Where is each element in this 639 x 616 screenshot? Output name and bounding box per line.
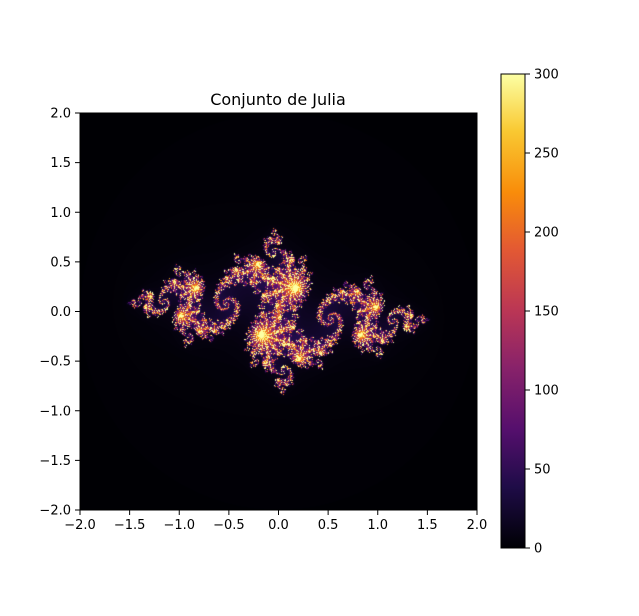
y-tick-label: −0.5: [39, 355, 71, 370]
x-tick-label: 0.0: [268, 518, 289, 533]
y-tick-label: −1.5: [39, 454, 71, 469]
x-tick-label: 1.0: [367, 518, 388, 533]
x-axis: −2.0 −1.5 −1.0 −0.5 0.0 0.5 1.0 1.5 2.0: [64, 510, 487, 533]
plot-area: [79, 112, 478, 511]
y-tick-label: −1.0: [39, 404, 71, 419]
colorbar-tick-label: 150: [534, 305, 559, 320]
y-tick-label: −2.0: [39, 504, 71, 519]
colorbar-tick-label: 100: [534, 384, 559, 399]
colorbar-tick-label: 300: [534, 68, 559, 83]
y-tick-label: 2.0: [50, 107, 71, 122]
x-tick-label: −1.5: [114, 518, 146, 533]
colorbar-tick-label: 200: [534, 226, 559, 241]
y-tick-label: 0.0: [50, 305, 71, 320]
colorbar-tick-label: 50: [534, 463, 551, 478]
x-tick-label: 0.5: [318, 518, 339, 533]
x-tick-label: 2.0: [467, 518, 488, 533]
colorbar-tick-label: 250: [534, 147, 559, 162]
colorbar-gradient: [501, 74, 525, 548]
julia-set-image: [80, 113, 477, 510]
y-tick-label: 1.0: [50, 206, 71, 221]
colorbar-ticks: 0 50 100 150 200 250 300: [525, 68, 559, 557]
colorbar-tick-label: 0: [534, 542, 542, 557]
x-tick-label: −1.0: [163, 518, 195, 533]
colorbar: 0 50 100 150 200 250 300: [500, 68, 559, 557]
y-tick-label: 0.5: [50, 255, 71, 270]
x-tick-label: −0.5: [213, 518, 245, 533]
y-axis: −2.0 −1.5 −1.0 −0.5 0.0 0.5 1.0 1.5 2.0: [39, 107, 80, 519]
x-tick-label: −2.0: [64, 518, 96, 533]
y-tick-label: 1.5: [50, 156, 71, 171]
x-tick-label: 1.5: [417, 518, 438, 533]
chart-title: Conjunto de Julia: [210, 90, 346, 109]
